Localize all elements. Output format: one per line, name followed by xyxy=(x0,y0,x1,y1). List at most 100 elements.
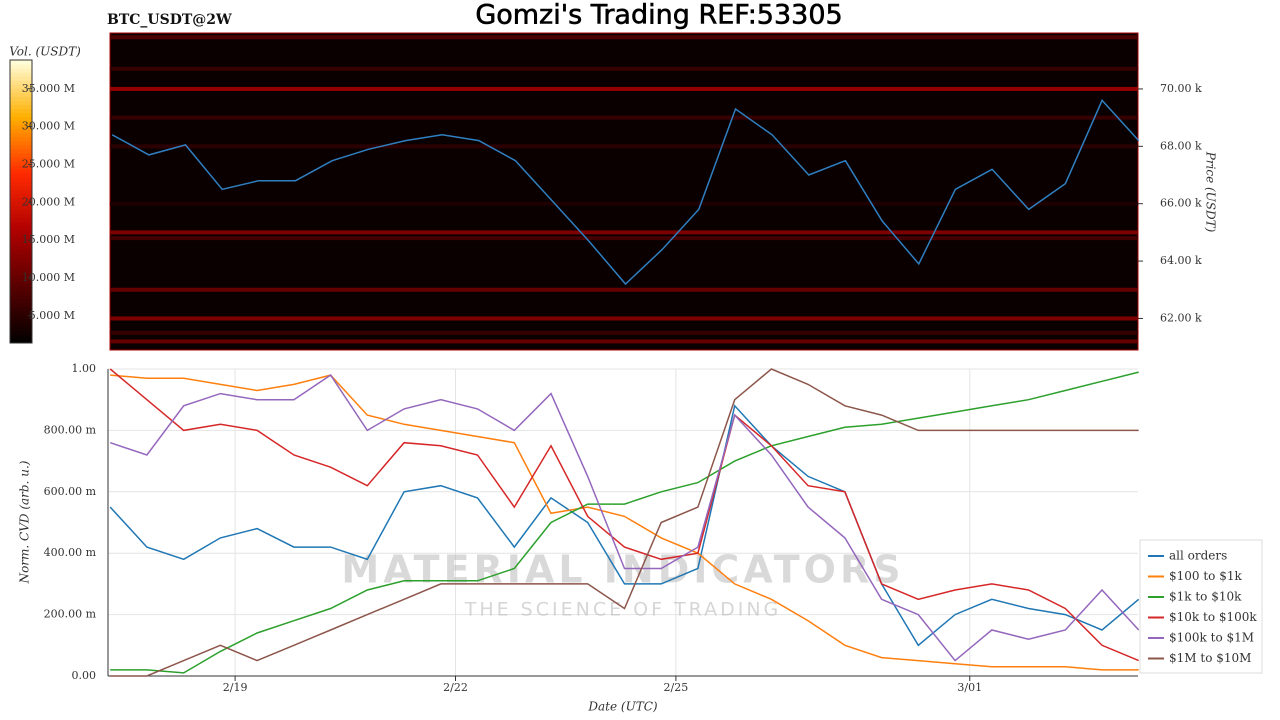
colorbar-cell xyxy=(10,270,32,275)
colorbar-tick-label: 25.000 M xyxy=(22,157,75,170)
colorbar-tick-label: 15.000 M xyxy=(22,233,75,246)
colorbar-cell xyxy=(10,161,32,166)
colorbar-cell xyxy=(10,209,32,215)
cvd-line xyxy=(109,368,1139,662)
colorbar-cell xyxy=(10,116,32,122)
x-tick-label: 2/25 xyxy=(664,681,689,694)
colorbar-cell xyxy=(10,169,32,174)
colorbar-cell xyxy=(10,262,32,267)
colorbar-cell xyxy=(10,213,32,219)
legend-label: all orders xyxy=(1169,549,1227,563)
colorbar-cell xyxy=(10,165,32,170)
legend-label: $1M to $10M xyxy=(1169,651,1251,665)
x-tick-label: 2/22 xyxy=(443,681,468,694)
colorbar-cell xyxy=(10,205,32,211)
colorbar-cell xyxy=(10,76,32,81)
colorbar-cell xyxy=(10,286,32,291)
colorbar-cell xyxy=(10,185,32,190)
y-tick-label: 62.00 k xyxy=(1160,311,1202,324)
colorbar-cell xyxy=(10,233,32,239)
colorbar-cell xyxy=(10,136,32,142)
colorbar-cell xyxy=(10,266,32,271)
colorbar-cell xyxy=(10,258,32,263)
colorbar-cell xyxy=(10,189,32,194)
colorbar-cell xyxy=(10,237,32,243)
watermark: MATERIAL INDICATORS xyxy=(341,548,904,592)
colorbar-cell xyxy=(10,197,32,202)
y-tick-label: 68.00 k xyxy=(1160,139,1202,152)
colorbar-cell xyxy=(10,108,32,114)
colorbar-cell xyxy=(10,72,32,77)
cvd-line xyxy=(109,374,1140,662)
heatmap-band xyxy=(110,236,1138,241)
colorbar-cell xyxy=(10,330,32,336)
heatmap-band xyxy=(110,287,1138,292)
colorbar-cell xyxy=(10,64,32,69)
heatmap-band xyxy=(110,115,1138,120)
colorbar-cell xyxy=(10,88,32,93)
colorbar-cell xyxy=(10,274,32,279)
colorbar-tick-label: 20.000 M xyxy=(22,195,75,208)
heatmap-band xyxy=(110,230,1138,235)
x-axis-label: Date (UTC) xyxy=(587,700,657,714)
legend-label: $10k to $100k xyxy=(1169,610,1257,624)
colorbar-cell xyxy=(10,338,32,344)
colorbar-tick-label: 30.000 M xyxy=(22,120,75,133)
colorbar-cell xyxy=(10,310,32,316)
heatmap-band xyxy=(110,144,1138,149)
colorbar-cell xyxy=(10,60,32,65)
y-tick-label: 64.00 k xyxy=(1160,254,1202,267)
colorbar-cell xyxy=(10,290,32,295)
colorbar-cell xyxy=(10,120,32,126)
colorbar-cell xyxy=(10,80,32,85)
chart-subtitle: BTC_USDT@2W xyxy=(107,12,232,28)
colorbar-cell xyxy=(10,229,32,235)
colorbar-cell xyxy=(10,100,32,105)
heatmap-band xyxy=(110,35,1138,40)
y-tick-label: 66.00 k xyxy=(1160,197,1202,210)
y-tick-label: 800.00 m xyxy=(44,423,97,436)
colorbar-label: Vol. (USDT) xyxy=(9,45,81,59)
chart-title: Gomzi's Trading REF:53305 xyxy=(475,0,842,31)
colorbar-cell xyxy=(10,177,32,182)
colorbar-cell xyxy=(10,278,32,283)
cvd-line xyxy=(110,371,1139,674)
colorbar-cell xyxy=(10,140,32,146)
colorbar-cell xyxy=(10,245,32,251)
colorbar-cell xyxy=(10,84,32,89)
colorbar-cell xyxy=(10,144,32,150)
colorbar-tick-label: 35.000 M xyxy=(22,82,75,95)
plot-background xyxy=(109,32,1139,351)
cvd-line xyxy=(110,374,1139,671)
colorbar-cell xyxy=(10,334,32,340)
colorbar-cell xyxy=(10,157,32,162)
colorbar-cell xyxy=(10,306,32,312)
price-line xyxy=(111,99,1140,286)
colorbar-cell xyxy=(10,193,32,198)
colorbar-cell xyxy=(10,294,32,300)
y-axis-label: Price (USDT) xyxy=(1204,151,1218,233)
colorbar-cell xyxy=(10,217,32,223)
colorbar-cell xyxy=(10,112,32,118)
colorbar-cell xyxy=(10,104,32,110)
heatmap-band xyxy=(110,316,1138,321)
colorbar-cell xyxy=(10,314,32,320)
heatmap-band xyxy=(110,66,1138,71)
colorbar-cell xyxy=(10,201,32,207)
legend-label: $100k to $1M xyxy=(1169,631,1254,645)
colorbar-cell xyxy=(10,302,32,308)
heatmap-band xyxy=(110,330,1138,335)
watermark: THE SCIENCE OF TRADING xyxy=(464,599,782,621)
legend-label: $1k to $10k xyxy=(1169,590,1242,604)
colorbar-cell xyxy=(10,250,32,255)
colorbar-cell xyxy=(10,322,32,328)
y-tick-label: 0.00 xyxy=(72,669,97,682)
colorbar-cell xyxy=(10,282,32,287)
y-tick-label: 200.00 m xyxy=(44,608,97,621)
colorbar-cell xyxy=(10,152,32,158)
y-axis-label: Norm. CVD (arb. u.) xyxy=(18,460,32,584)
heatmap-band xyxy=(110,339,1138,344)
colorbar-cell xyxy=(10,254,32,259)
y-tick-label: 1.00 xyxy=(72,362,97,375)
